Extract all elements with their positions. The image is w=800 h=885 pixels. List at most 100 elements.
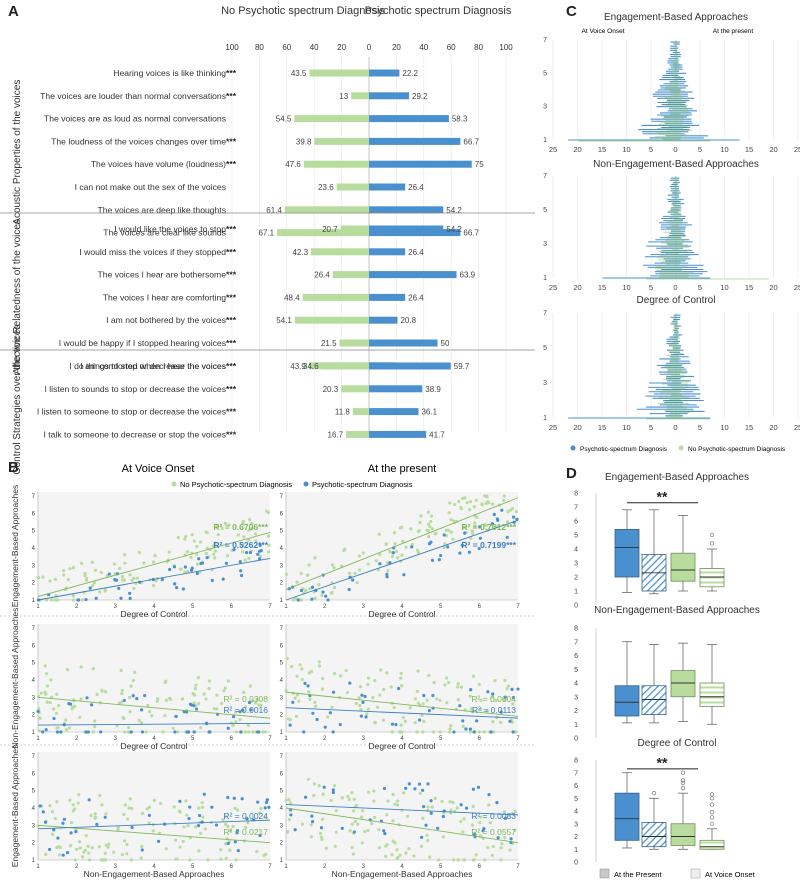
a-row-label: The loudness of the voices changes over …: [51, 136, 226, 146]
b-point-psychotic: [441, 814, 445, 819]
b-x-tick: 5: [439, 736, 443, 742]
b-point-no-psychotic: [259, 806, 263, 811]
b-point-no-psychotic: [452, 519, 456, 523]
b-point-no-psychotic: [377, 532, 381, 536]
a-value-no-psychotic: 42.3: [292, 248, 308, 257]
b-point-psychotic: [310, 597, 314, 601]
a-row-label: The voices have volume (loudness): [91, 159, 226, 169]
a-row-significance: ***: [226, 384, 237, 394]
b-point-no-psychotic: [246, 723, 250, 727]
b-point-no-psychotic: [139, 856, 143, 860]
b-point-no-psychotic: [156, 697, 160, 701]
b-point-no-psychotic: [44, 672, 49, 676]
b-point-no-psychotic: [176, 536, 180, 540]
b-point-psychotic: [194, 707, 199, 711]
b-point-no-psychotic: [425, 528, 429, 532]
b-point-psychotic: [113, 577, 117, 582]
b-point-no-psychotic: [351, 809, 356, 813]
b-point-no-psychotic: [185, 813, 189, 817]
b-point-no-psychotic: [485, 709, 490, 713]
b-point-no-psychotic: [80, 598, 85, 602]
b-point-psychotic: [516, 687, 520, 691]
b-point-no-psychotic: [147, 709, 152, 714]
b-point-no-psychotic: [83, 574, 87, 578]
d-legend-hatched-swatch: [690, 868, 701, 879]
b-y-tick: 7: [32, 494, 36, 500]
b-x-tick: 3: [114, 736, 118, 742]
a-bar-no-psychotic: [303, 160, 369, 168]
b-point-no-psychotic: [388, 550, 392, 554]
b-point-no-psychotic: [76, 801, 80, 805]
b-point-psychotic: [140, 730, 145, 734]
b-point-no-psychotic: [132, 586, 136, 591]
b-point-no-psychotic: [241, 542, 245, 547]
b-point-no-psychotic: [377, 846, 382, 850]
b-point-psychotic: [351, 578, 355, 582]
a-row-significance: ***: [226, 407, 237, 417]
b-point-no-psychotic: [180, 697, 185, 701]
a-bar-psychotic: [369, 248, 406, 256]
b-point-no-psychotic: [127, 806, 131, 810]
c-y-tick: 1: [543, 137, 547, 144]
b-point-psychotic: [197, 813, 202, 818]
b-point-no-psychotic: [469, 500, 473, 504]
b-point-no-psychotic: [192, 539, 196, 543]
b-point-no-psychotic: [37, 729, 42, 733]
b-point-no-psychotic: [181, 839, 185, 844]
b-point-no-psychotic: [71, 803, 75, 807]
b-point-no-psychotic: [427, 673, 431, 678]
b-point-no-psychotic: [350, 791, 354, 795]
b-point-psychotic: [469, 688, 473, 692]
b-point-no-psychotic: [71, 809, 75, 813]
b-point-psychotic: [303, 681, 307, 686]
a-row-significance: ***: [226, 159, 237, 169]
b-point-psychotic: [41, 730, 45, 734]
b-point-no-psychotic: [78, 846, 82, 850]
d-outlier: [709, 796, 715, 801]
b-point-no-psychotic: [358, 685, 363, 689]
a-row-label: The voices are deep like thoughts: [97, 205, 226, 215]
b-point-no-psychotic: [179, 567, 183, 571]
a-row-significance: ***: [226, 247, 237, 257]
b-point-psychotic: [195, 571, 199, 576]
b-point-no-psychotic: [195, 562, 200, 566]
b-point-no-psychotic: [142, 561, 146, 565]
b-point-no-psychotic: [421, 730, 425, 734]
b-point-psychotic: [486, 690, 490, 694]
b-point-no-psychotic: [120, 852, 124, 857]
b-point-no-psychotic: [398, 853, 402, 857]
b-point-no-psychotic: [224, 822, 228, 826]
c-x-tick: 15: [745, 423, 753, 432]
b-point-psychotic: [391, 551, 395, 555]
a-row-label: I talk to someone to decrease or stop th…: [44, 429, 226, 439]
b-x-tick: 5: [191, 604, 195, 610]
b-point-no-psychotic: [68, 843, 73, 848]
b-point-no-psychotic: [295, 693, 299, 697]
b-point-no-psychotic: [477, 682, 481, 687]
b-point-no-psychotic: [197, 849, 201, 853]
b-point-no-psychotic: [445, 701, 449, 705]
c-y-tick: 5: [543, 70, 547, 77]
d-y-tick: 4: [574, 681, 578, 688]
b-point-no-psychotic: [321, 792, 325, 796]
b-point-no-psychotic: [151, 584, 156, 588]
panel-a-label: A: [8, 3, 19, 20]
a-value-psychotic: 75: [475, 160, 484, 169]
d-y-tick: 3: [574, 694, 578, 701]
b-y-tick: 6: [32, 771, 36, 777]
a-axis-tick: 60: [282, 43, 291, 52]
b-point-no-psychotic: [163, 714, 167, 718]
b-point-no-psychotic: [428, 855, 432, 859]
c-x-tick: 5: [698, 145, 702, 154]
b-point-no-psychotic: [437, 858, 441, 862]
a-bar-no-psychotic: [321, 362, 369, 370]
b-y-tick: 7: [32, 754, 36, 760]
c-legend-blue-label: Psychotic-spectrum Diagnosis: [580, 446, 668, 453]
b-point-no-psychotic: [122, 812, 126, 817]
b-point-no-psychotic: [258, 811, 262, 815]
a-row-label: The voices are as loud as normal convers…: [44, 114, 226, 124]
b-point-psychotic: [238, 710, 242, 714]
b-point-psychotic: [508, 719, 512, 723]
b-point-no-psychotic: [470, 529, 474, 533]
b-x-tick: 5: [439, 604, 443, 610]
